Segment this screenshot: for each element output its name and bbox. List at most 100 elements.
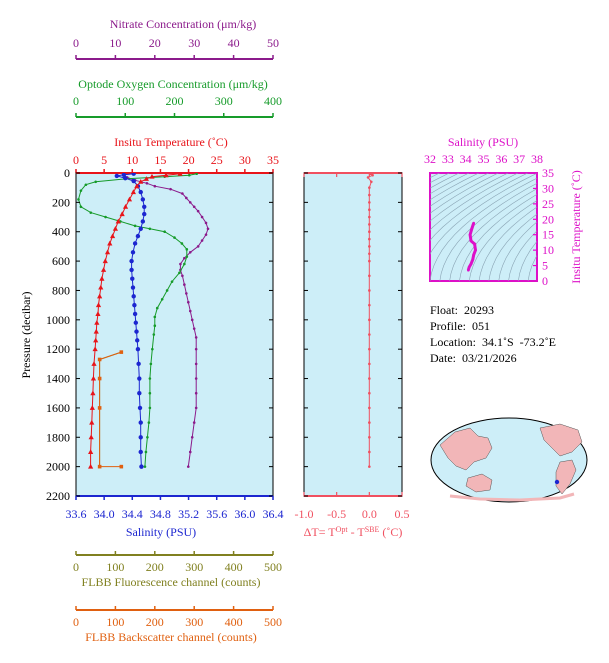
pressure-tick-label: 1000 xyxy=(46,313,70,327)
nitrate-point xyxy=(194,336,198,339)
map-land-antarctica xyxy=(449,492,575,502)
temperature-point xyxy=(92,346,98,352)
oxygen-point xyxy=(79,205,83,209)
temperature-point xyxy=(102,258,108,264)
delta-point xyxy=(368,237,371,241)
temperature-point xyxy=(95,302,102,308)
temperature-point xyxy=(91,361,97,366)
ts-density-contour xyxy=(498,221,537,281)
salinity-tick-label: 35.6 xyxy=(206,507,227,521)
temperature-tick-label: 5 xyxy=(101,153,107,167)
backscatter-point xyxy=(97,357,102,362)
ts-density-contour xyxy=(430,173,519,231)
salinity-point xyxy=(131,178,136,184)
oxygen-point xyxy=(149,362,153,366)
temperature-point xyxy=(90,375,97,381)
delta-point xyxy=(368,252,371,256)
ts-density-contour xyxy=(508,230,537,281)
oxygen-point xyxy=(79,189,83,192)
ts-density-contour xyxy=(478,206,537,281)
ts-density-contour xyxy=(430,173,509,222)
ts-density-contour xyxy=(459,194,537,281)
oxygen-point xyxy=(148,406,152,410)
temperature-point xyxy=(122,203,129,209)
oxygen-point xyxy=(187,173,191,177)
oxygen-point xyxy=(84,183,88,187)
oxygen-point xyxy=(147,421,151,424)
ts-point xyxy=(473,242,476,246)
delta-point xyxy=(368,230,371,234)
map-land-south-america xyxy=(555,459,577,495)
ts-temperature-tick-label: 5 xyxy=(542,259,548,273)
temperature-point xyxy=(88,434,94,440)
nitrate-point xyxy=(188,250,192,254)
salinity-point xyxy=(129,258,134,264)
nitrate-point xyxy=(192,421,196,424)
map-land-australia xyxy=(465,473,493,493)
nitrate-point xyxy=(153,184,157,188)
ts-point xyxy=(468,233,472,237)
ts-salinity-tick-label: 36 xyxy=(495,152,507,166)
oxygen-tick-labels: 0 100 200 300 400 xyxy=(73,94,282,117)
fluorescence-tick-labels: 0 100 200 300 400 500 xyxy=(73,551,282,574)
salinity-point xyxy=(130,250,136,255)
float-location-marker xyxy=(554,479,560,485)
delta-point xyxy=(371,173,374,177)
oxygen-point xyxy=(173,236,176,239)
delta-tick-label: -1.0 xyxy=(295,507,314,521)
oxygen-tick-label: 300 xyxy=(215,94,233,108)
main-plot-area xyxy=(75,172,274,497)
delta-point xyxy=(368,377,371,380)
temperature-line xyxy=(90,173,181,467)
backscatter-tick-labels: 0 100 200 300 400 500 xyxy=(73,606,282,629)
ts-temperature-tick-label: 25 xyxy=(542,197,554,211)
backscatter-point xyxy=(119,464,124,469)
delta-point xyxy=(368,450,371,454)
temperature-point xyxy=(130,189,137,195)
oxygen-point xyxy=(163,230,166,234)
nitrate-point xyxy=(196,245,200,248)
temperature-point xyxy=(94,319,100,325)
backscatter-tick-label: 100 xyxy=(106,615,124,629)
ts-temperature-tick-label: 15 xyxy=(542,228,554,242)
salinity-point xyxy=(132,311,138,317)
nitrate-point xyxy=(194,406,198,410)
fluorescence-axis: 0 100 200 300 400 500 FLBB Fluorescence chann… xyxy=(73,551,282,589)
temperature-point xyxy=(98,284,104,290)
oxygen-tick-label: 400 xyxy=(264,94,282,108)
nitrate-point xyxy=(179,262,182,266)
temperature-point xyxy=(115,218,121,224)
fluorescence-tick-label: 300 xyxy=(185,560,203,574)
ts-point xyxy=(467,268,470,272)
salinity-point xyxy=(137,391,142,396)
delta-point xyxy=(368,391,371,395)
oxygen-point xyxy=(148,391,152,395)
nitrate-tick-label: 50 xyxy=(267,36,279,50)
salinity-point xyxy=(138,435,143,440)
oxygen-point xyxy=(104,215,107,219)
delta-point xyxy=(366,176,370,179)
nitrate-point xyxy=(185,196,188,200)
salinity-line xyxy=(116,173,145,467)
salinity-point xyxy=(130,276,135,281)
temperature-point xyxy=(99,275,105,281)
ts-series xyxy=(466,221,478,272)
delta-point xyxy=(368,215,371,219)
ts-density-contour xyxy=(430,173,499,214)
delta-tick-label: -0.5 xyxy=(327,507,346,521)
pressure-tick-label: 800 xyxy=(52,283,70,297)
backscatter-tick-label: 300 xyxy=(185,615,203,629)
ts-density-contour xyxy=(430,177,537,281)
backscatter-tick-label: 500 xyxy=(264,615,282,629)
oxygen-point xyxy=(148,377,152,380)
temperature-point xyxy=(109,233,116,239)
map-land-asia xyxy=(439,427,493,471)
nitrate-tick-label: 30 xyxy=(188,36,200,50)
salinity-axis-label: Salinity (PSU) xyxy=(126,525,196,539)
oxygen-point xyxy=(178,271,181,275)
salinity-point xyxy=(135,346,141,352)
ts-point xyxy=(469,262,473,266)
oxygen-point xyxy=(151,347,154,351)
pressure-tick-label: 1400 xyxy=(46,372,70,386)
oxygen-point xyxy=(133,224,137,228)
